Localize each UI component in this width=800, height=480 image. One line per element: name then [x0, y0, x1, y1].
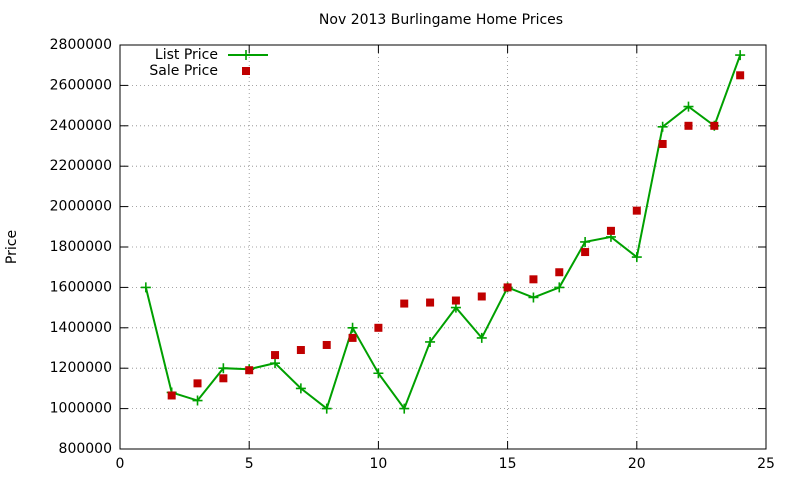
x-tick-label: 5 [245, 456, 254, 472]
square-marker [555, 268, 564, 277]
plus-marker [683, 101, 694, 112]
plus-marker [347, 322, 358, 333]
plus-marker [218, 363, 229, 374]
y-tick-label: 1200000 [50, 360, 112, 376]
square-marker [684, 121, 693, 130]
plus-marker [425, 336, 436, 347]
square-marker [736, 71, 745, 80]
y-axis-label: Price [4, 230, 20, 264]
square-marker [322, 340, 331, 349]
square-marker [167, 391, 176, 400]
square-marker [348, 333, 357, 342]
square-marker [658, 139, 667, 148]
y-tick-label: 1000000 [50, 401, 112, 417]
square-marker [426, 298, 435, 307]
square-marker [271, 351, 280, 360]
square-marker [606, 226, 615, 235]
y-tick-label: 2800000 [50, 37, 112, 53]
y-tick-label: 1800000 [50, 239, 112, 255]
plus-marker [528, 292, 539, 303]
square-marker [503, 283, 512, 292]
plus-marker [270, 358, 281, 369]
y-tick-label: 2000000 [50, 199, 112, 215]
square-marker [529, 275, 538, 284]
square-marker [245, 366, 254, 375]
legend-marker [242, 67, 250, 75]
plus-marker [554, 282, 565, 293]
plus-marker [657, 121, 668, 132]
y-tick-label: 800000 [59, 441, 112, 457]
square-marker [400, 299, 409, 308]
plus-marker [631, 252, 642, 263]
y-tick-label: 2200000 [50, 158, 112, 174]
square-marker [632, 206, 641, 215]
x-tick-label: 20 [628, 456, 646, 472]
y-tick-label: 2400000 [50, 118, 112, 134]
plot-border [119, 44, 767, 450]
legend-label: Sale Price [149, 63, 218, 79]
square-marker [581, 248, 590, 257]
series-line [144, 54, 742, 411]
x-tick-label: 0 [116, 456, 125, 472]
y-tick-label: 2600000 [50, 77, 112, 93]
square-marker [451, 296, 460, 305]
x-tick-label: 25 [757, 456, 775, 472]
plus-marker [373, 368, 384, 379]
plus-marker [580, 236, 591, 247]
legend-label: List Price [155, 47, 218, 63]
plus-marker [295, 383, 306, 394]
square-marker [710, 121, 719, 130]
square-marker [193, 379, 202, 388]
chart-title: Nov 2013 Burlingame Home Prices [319, 12, 563, 28]
plus-marker [321, 403, 332, 414]
plus-marker [476, 332, 487, 343]
legend-marker [241, 50, 251, 60]
square-marker [296, 346, 305, 355]
square-marker [477, 292, 486, 301]
y-tick-label: 1400000 [50, 320, 112, 336]
square-marker [374, 323, 383, 332]
plus-marker [140, 282, 151, 293]
x-tick-label: 15 [499, 456, 517, 472]
plus-marker [399, 403, 410, 414]
x-tick-label: 10 [369, 456, 387, 472]
plus-marker [735, 50, 746, 61]
square-marker [219, 374, 228, 383]
plus-marker [192, 395, 203, 406]
y-tick-label: 1600000 [50, 279, 112, 295]
